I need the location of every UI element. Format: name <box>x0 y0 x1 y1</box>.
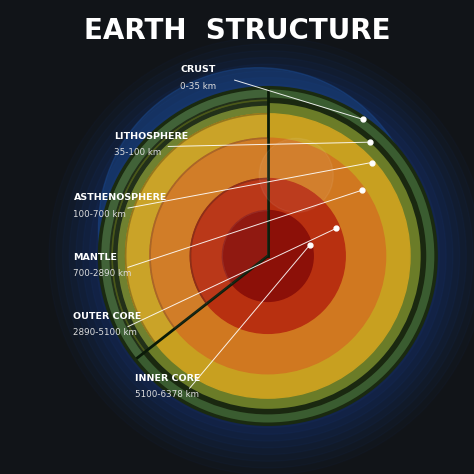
Circle shape <box>142 149 394 401</box>
Circle shape <box>99 68 418 387</box>
Text: 700-2890 km: 700-2890 km <box>73 269 132 278</box>
Text: 5100-6378 km: 5100-6378 km <box>135 390 199 399</box>
Text: INNER CORE: INNER CORE <box>135 374 201 383</box>
Text: 35-100 km: 35-100 km <box>114 148 161 157</box>
Circle shape <box>222 210 313 301</box>
Text: ASTHENOSPHERE: ASTHENOSPHERE <box>73 193 167 202</box>
Wedge shape <box>112 100 268 352</box>
Circle shape <box>63 51 473 461</box>
Wedge shape <box>222 210 268 284</box>
Circle shape <box>112 100 423 411</box>
Circle shape <box>259 138 333 212</box>
Ellipse shape <box>311 242 347 289</box>
Ellipse shape <box>262 318 302 374</box>
Circle shape <box>69 57 466 455</box>
Circle shape <box>82 71 453 441</box>
Circle shape <box>96 84 439 428</box>
Circle shape <box>90 78 446 434</box>
Circle shape <box>56 44 474 468</box>
Wedge shape <box>100 88 268 360</box>
Text: 0-35 km: 0-35 km <box>180 82 216 91</box>
Circle shape <box>191 179 345 333</box>
Circle shape <box>76 64 460 448</box>
Text: MANTLE: MANTLE <box>73 253 118 262</box>
Wedge shape <box>150 138 268 328</box>
Wedge shape <box>126 114 268 344</box>
Text: OUTER CORE: OUTER CORE <box>73 312 142 321</box>
Circle shape <box>100 88 436 424</box>
Ellipse shape <box>335 264 376 333</box>
Circle shape <box>126 114 410 398</box>
Circle shape <box>150 138 385 374</box>
Text: 2890-5100 km: 2890-5100 km <box>73 328 137 337</box>
Wedge shape <box>112 100 268 352</box>
Ellipse shape <box>291 155 387 291</box>
Text: EARTH  STRUCTURE: EARTH STRUCTURE <box>84 17 390 45</box>
Text: LITHOSPHERE: LITHOSPHERE <box>114 132 188 141</box>
Circle shape <box>100 88 436 424</box>
Wedge shape <box>191 179 268 304</box>
Text: 100-700 km: 100-700 km <box>73 210 127 219</box>
Text: CRUST: CRUST <box>180 65 216 74</box>
Circle shape <box>49 37 474 474</box>
